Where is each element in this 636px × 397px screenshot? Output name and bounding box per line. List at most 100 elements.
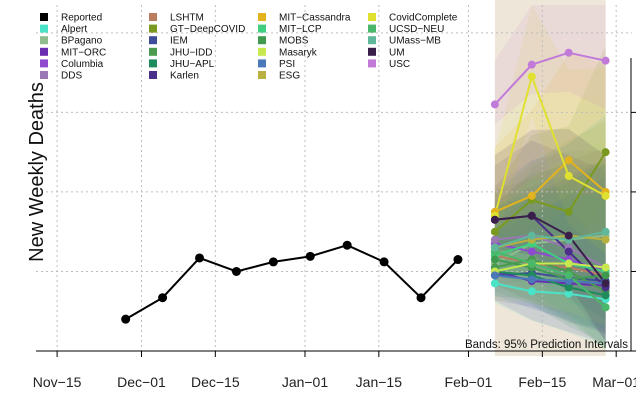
legend-label: JHU−IDD (170, 47, 213, 58)
legend-item-esg: ESG (258, 71, 300, 82)
legend-label: MIT−ORC (61, 47, 106, 58)
band-annotation: Bands: 95% Prediction Intervals (465, 339, 628, 351)
legend-label: BPagano (61, 36, 103, 47)
series-line-ucsd-neu (494, 250, 607, 309)
legend-label: Masaryk (279, 47, 318, 58)
legend-item-covidcomplete: CovidComplete (368, 13, 458, 24)
series-point-mit-cassandra (527, 191, 536, 200)
series-point-covidcomplete (527, 72, 536, 81)
legend-label: CovidComplete (389, 13, 458, 24)
reported-point (195, 253, 205, 263)
series-point-um (490, 215, 499, 224)
legend-label: IEM (170, 36, 188, 47)
legend-item-dds: DDS (40, 71, 82, 82)
reported-point (453, 255, 463, 265)
legend-swatch (40, 59, 48, 68)
legend-label: Columbia (61, 59, 104, 70)
legend-swatch (368, 24, 376, 33)
series-point-covidcomplete (564, 172, 573, 181)
series-point-ucsd-neu (564, 271, 573, 280)
x-tick-label: Mar−01 (592, 374, 636, 390)
x-tick-label: Jan−01 (282, 374, 329, 390)
series-point-psi (490, 271, 499, 280)
reported-point (379, 257, 389, 267)
series-point-usc (564, 48, 573, 57)
legend-swatch (258, 59, 266, 68)
legend-swatch (258, 36, 266, 45)
legend-label: LSHTM (170, 13, 204, 24)
series-point-umass-mb (490, 243, 499, 252)
series-point-umass-mb (601, 227, 610, 236)
legend-swatch (368, 13, 376, 21)
series-point-gt-deepcovid (601, 148, 610, 157)
legend-label: UMass−MB (389, 36, 441, 47)
series-point-columbia (527, 247, 536, 256)
legend-label: Reported (61, 13, 102, 24)
legend-swatch (149, 47, 157, 56)
reported-point (158, 293, 168, 303)
legend-label: DDS (61, 71, 82, 82)
legend-swatch (258, 47, 266, 56)
legend-swatch (149, 24, 157, 33)
reported-line (125, 244, 459, 321)
series-point-dds (490, 235, 499, 244)
series-line-gt-deepcovid (494, 151, 607, 233)
series-line-covidcomplete (493, 73, 607, 217)
series-line-usc (494, 51, 606, 106)
x-tick-label: Jan−15 (356, 374, 403, 390)
reported-point (231, 266, 241, 276)
series-line-psi (494, 274, 606, 285)
legend-item-psi: PSI (258, 59, 295, 70)
legend-label: UCSD−NEU (389, 24, 444, 35)
legend-item-um: UM (368, 47, 405, 58)
x-tick-label: Dec−15 (191, 374, 240, 390)
series-point-um (564, 231, 573, 240)
reported-point (305, 251, 315, 261)
legend-label: MIT−LCP (279, 24, 322, 35)
band-iem (494, 163, 606, 335)
series-point-karlen (564, 247, 573, 256)
legend-label: ESG (279, 71, 300, 82)
legend-item-jhu-idd: JHU−IDD (149, 47, 213, 58)
series-line-alpert (494, 282, 606, 301)
legend-swatch (149, 13, 157, 21)
legend-label: GT−DeepCOVID (170, 24, 245, 35)
series-line-masaryk (494, 262, 606, 273)
legend-item-jhu-apl: JHU−APL (149, 59, 215, 70)
legend-item-mit-lcp: MIT−LCP (258, 24, 322, 35)
x-tick-label: Feb−15 (518, 374, 566, 390)
series-point-psi (527, 275, 536, 284)
reported-point (342, 240, 352, 250)
legend-label: JHU−APL (170, 59, 215, 70)
legend-label: UM (389, 47, 405, 58)
series-point-gt-deepcovid (564, 207, 573, 216)
series-point-usc (527, 60, 536, 69)
legend-item-mobs: MOBS (258, 36, 309, 47)
series-line-mit-cassandra (494, 158, 607, 213)
series-point-ucsd-neu (601, 303, 610, 312)
legend-item-masaryk: Masaryk (258, 47, 318, 58)
series-point-usc (490, 100, 499, 109)
legend-item-ucsd-neu: UCSD−NEU (368, 24, 444, 35)
axes: Nov−15 Dec−01 Dec−15 Jan−01 Jan−15 Feb−01 Feb−… (33, 58, 636, 390)
x-tick-label: Dec−01 (117, 374, 166, 390)
legend-swatch (258, 71, 266, 79)
series-point-um (601, 279, 610, 288)
series-line-um (494, 214, 607, 285)
legend-item-umass-mb: UMass−MB (368, 36, 441, 47)
series-point-mit-cassandra (564, 156, 573, 165)
legend-swatch (258, 13, 266, 21)
series-point-alpert (564, 289, 573, 298)
band-usc (494, 5, 606, 125)
legend-label: Alpert (61, 24, 87, 35)
series-line-mobs (494, 258, 606, 281)
series-points (121, 48, 610, 324)
series-lines (125, 51, 607, 321)
reported-point (268, 257, 278, 267)
series-point-masaryk (601, 263, 610, 272)
legend-label: MOBS (279, 36, 309, 47)
legend-item-columbia: Columbia (40, 59, 104, 70)
series-line-dds (494, 234, 607, 269)
